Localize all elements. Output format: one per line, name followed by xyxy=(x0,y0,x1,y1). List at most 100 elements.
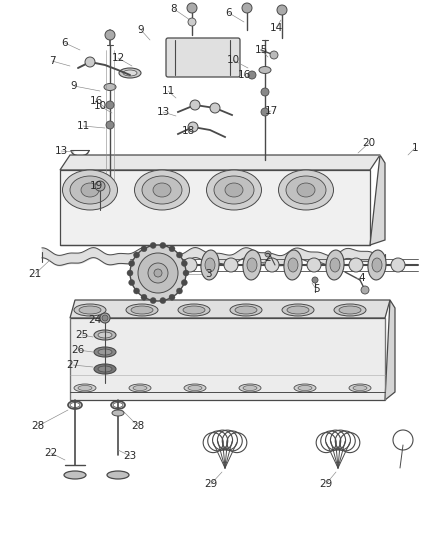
Ellipse shape xyxy=(104,84,116,91)
Ellipse shape xyxy=(129,384,151,392)
Ellipse shape xyxy=(235,306,257,314)
Ellipse shape xyxy=(206,170,261,210)
Ellipse shape xyxy=(205,258,215,272)
Ellipse shape xyxy=(165,258,175,272)
Ellipse shape xyxy=(119,68,141,78)
Circle shape xyxy=(129,261,135,266)
Ellipse shape xyxy=(243,250,261,280)
Polygon shape xyxy=(385,300,395,400)
Ellipse shape xyxy=(134,170,190,210)
Text: 26: 26 xyxy=(71,345,85,355)
Ellipse shape xyxy=(98,332,112,338)
Text: 1: 1 xyxy=(412,143,418,153)
Ellipse shape xyxy=(330,258,340,272)
Circle shape xyxy=(169,246,175,252)
Ellipse shape xyxy=(265,258,279,272)
Ellipse shape xyxy=(64,471,86,479)
Ellipse shape xyxy=(178,304,210,316)
Polygon shape xyxy=(60,155,380,170)
Text: 8: 8 xyxy=(171,4,177,14)
Circle shape xyxy=(277,5,287,15)
Circle shape xyxy=(181,280,187,286)
Text: 4: 4 xyxy=(359,273,365,283)
Ellipse shape xyxy=(307,258,321,272)
Text: 25: 25 xyxy=(75,330,88,340)
Circle shape xyxy=(177,252,183,258)
Circle shape xyxy=(261,108,269,116)
Ellipse shape xyxy=(294,384,316,392)
Ellipse shape xyxy=(279,170,333,210)
Text: 11: 11 xyxy=(161,86,175,96)
Circle shape xyxy=(190,100,200,110)
Circle shape xyxy=(134,288,140,294)
Ellipse shape xyxy=(94,330,116,340)
Ellipse shape xyxy=(94,364,116,374)
Circle shape xyxy=(312,277,318,283)
Ellipse shape xyxy=(282,304,314,316)
Ellipse shape xyxy=(259,67,271,74)
Ellipse shape xyxy=(243,385,257,391)
Text: 15: 15 xyxy=(254,45,268,55)
Ellipse shape xyxy=(326,250,344,280)
Circle shape xyxy=(177,288,183,294)
Ellipse shape xyxy=(339,306,361,314)
Text: 21: 21 xyxy=(28,269,42,279)
Text: 12: 12 xyxy=(111,53,125,63)
Circle shape xyxy=(187,3,197,13)
Circle shape xyxy=(106,121,114,129)
Circle shape xyxy=(100,313,110,323)
Text: 13: 13 xyxy=(156,107,170,117)
Circle shape xyxy=(154,269,162,277)
Circle shape xyxy=(134,252,140,258)
Circle shape xyxy=(169,294,175,300)
Ellipse shape xyxy=(372,258,382,272)
Circle shape xyxy=(102,315,108,321)
Text: 5: 5 xyxy=(313,284,319,294)
Circle shape xyxy=(188,122,198,132)
Ellipse shape xyxy=(334,304,366,316)
Text: 3: 3 xyxy=(205,269,211,279)
Ellipse shape xyxy=(112,410,124,416)
Text: 9: 9 xyxy=(138,25,144,35)
Text: 18: 18 xyxy=(181,126,194,136)
Text: 6: 6 xyxy=(62,38,68,48)
Text: 16: 16 xyxy=(237,70,251,80)
Ellipse shape xyxy=(98,349,112,355)
Circle shape xyxy=(210,103,220,113)
Text: 17: 17 xyxy=(265,106,278,116)
Ellipse shape xyxy=(201,250,219,280)
Ellipse shape xyxy=(141,258,155,272)
Ellipse shape xyxy=(284,250,302,280)
Ellipse shape xyxy=(391,258,405,272)
Text: 10: 10 xyxy=(226,55,240,65)
Ellipse shape xyxy=(98,366,112,372)
Circle shape xyxy=(261,88,269,96)
Ellipse shape xyxy=(188,385,202,391)
Polygon shape xyxy=(70,300,390,318)
Circle shape xyxy=(130,245,186,301)
Text: 22: 22 xyxy=(44,448,58,458)
Circle shape xyxy=(141,246,147,252)
Polygon shape xyxy=(70,318,385,400)
Circle shape xyxy=(150,297,156,304)
Circle shape xyxy=(361,286,369,294)
Text: 13: 13 xyxy=(54,146,67,156)
Ellipse shape xyxy=(133,385,147,391)
Text: 9: 9 xyxy=(71,81,78,91)
Ellipse shape xyxy=(123,70,137,76)
Ellipse shape xyxy=(183,306,205,314)
Text: 27: 27 xyxy=(67,360,80,370)
Text: 16: 16 xyxy=(89,96,102,106)
Ellipse shape xyxy=(286,176,326,204)
Circle shape xyxy=(85,57,95,67)
Text: 24: 24 xyxy=(88,315,102,325)
Ellipse shape xyxy=(225,183,243,197)
Circle shape xyxy=(160,297,166,304)
Ellipse shape xyxy=(224,258,238,272)
Circle shape xyxy=(242,3,252,13)
Ellipse shape xyxy=(183,258,197,272)
Text: 7: 7 xyxy=(49,56,55,66)
Ellipse shape xyxy=(349,258,363,272)
Text: 29: 29 xyxy=(319,479,332,489)
Ellipse shape xyxy=(353,385,367,391)
